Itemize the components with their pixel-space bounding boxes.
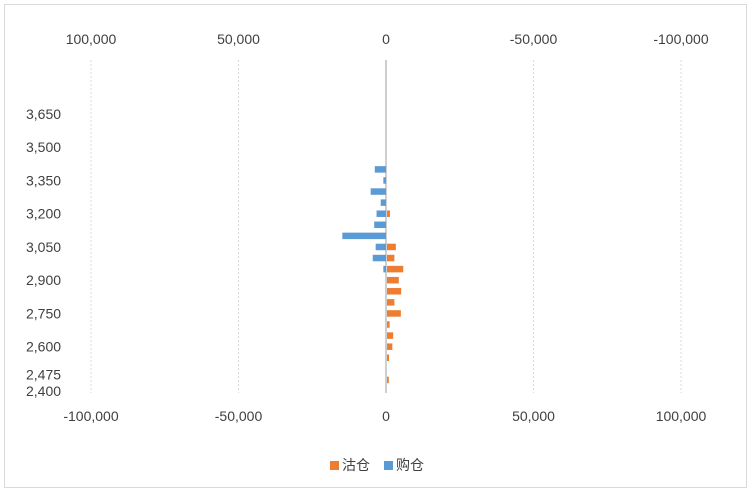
top-tick-label: 0 (382, 31, 390, 47)
bar-call (372, 254, 386, 262)
bar-call (380, 199, 386, 206)
bottom-tick-label: 50,000 (512, 408, 555, 424)
bar-put (387, 276, 399, 284)
bar-put (387, 354, 390, 362)
bar-call (342, 232, 386, 240)
bottom-tick-label: 0 (382, 408, 390, 424)
bar-call (374, 221, 386, 229)
legend-swatch-call (384, 460, 393, 470)
y-tick-label: 3,350 (26, 172, 61, 188)
bar-call (376, 210, 386, 217)
y-tick-label: 2,475 (26, 366, 61, 382)
y-tick-label: 3,650 (26, 106, 61, 122)
top-tick-label: -50,000 (510, 31, 558, 47)
bar-put (387, 254, 395, 262)
y-tick-label: 3,500 (26, 139, 61, 155)
y-tick-label: 3,050 (26, 239, 61, 255)
legend-item-call[interactable]: 购仓 (384, 455, 424, 475)
bottom-tick-label: -100,000 (63, 408, 118, 424)
bar-put (387, 288, 402, 295)
bar-call (370, 188, 386, 195)
legend-item-put[interactable]: 沽仓 (330, 455, 370, 475)
legend-swatch-put (330, 460, 339, 470)
top-tick-label: -100,000 (653, 31, 708, 47)
bar-put (387, 321, 390, 328)
bar-put (387, 376, 389, 384)
bottom-axis: -100,000 -50,000 0 50,000 100,000 (63, 408, 706, 424)
bar-call (383, 265, 386, 273)
bottom-tick-label: 100,000 (656, 408, 707, 424)
bar-put (387, 332, 394, 339)
top-tick-label: 100,000 (66, 31, 117, 47)
y-tick-label: 2,600 (26, 339, 61, 355)
bars (342, 166, 404, 384)
bar-put (387, 299, 395, 306)
bar-put (387, 243, 396, 251)
top-axis: 100,000 50,000 0 -50,000 -100,000 (66, 31, 709, 47)
legend-label-call: 购仓 (396, 457, 424, 473)
y-tick-label: 2,900 (26, 272, 61, 288)
top-tick-label: 50,000 (217, 31, 260, 47)
bar-call (375, 243, 386, 251)
legend: 沽仓 购仓 (0, 455, 754, 475)
y-tick-label: 2,750 (26, 305, 61, 321)
bar-call (383, 177, 386, 184)
bar-call (374, 166, 386, 173)
bar-put (387, 310, 401, 317)
bar-put (387, 210, 390, 217)
bar-put (387, 265, 404, 273)
y-tick-label: 2,400 (26, 383, 61, 399)
chart-area (4, 4, 747, 488)
bottom-tick-label: -50,000 (215, 408, 263, 424)
bar-put (387, 343, 393, 350)
legend-label-put: 沽仓 (342, 457, 370, 473)
y-tick-label: 3,200 (26, 206, 61, 222)
